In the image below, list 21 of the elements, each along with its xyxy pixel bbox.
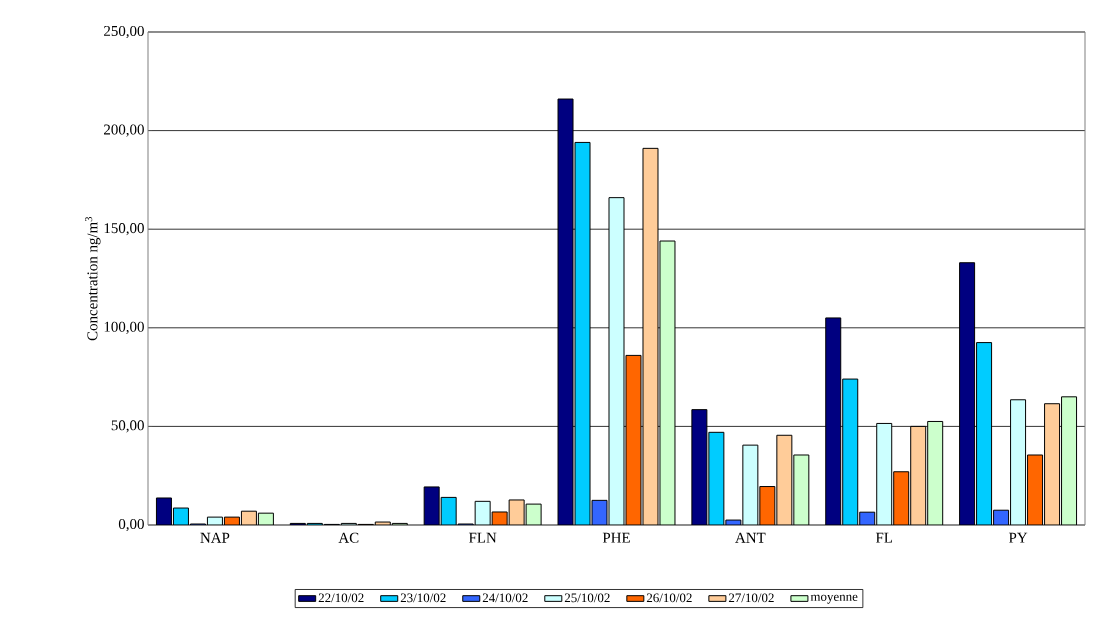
y-tick-label: 50,00 xyxy=(111,420,144,433)
y-tick-label: 150,00 xyxy=(104,223,144,236)
legend-label: 23/10/02 xyxy=(400,593,446,603)
legend-label: 26/10/02 xyxy=(646,593,692,603)
x-tick-label: FLN xyxy=(468,532,497,543)
x-tick-label: PY xyxy=(1008,532,1028,543)
x-tick-label: PHE xyxy=(602,532,630,543)
y-tick-label: 200,00 xyxy=(104,124,144,137)
y-tick-label: 0,00 xyxy=(118,518,144,532)
legend-label: 27/10/02 xyxy=(728,593,774,603)
x-tick-label: ANT xyxy=(735,532,766,543)
legend-label: 25/10/02 xyxy=(564,593,610,603)
legend-label: 24/10/02 xyxy=(482,593,528,603)
y-axis-title: Concentration ng/m$^{3}$ xyxy=(85,216,101,341)
legend-label: 22/10/02 xyxy=(318,593,364,603)
x-tick-label: FL xyxy=(875,532,893,543)
x-tick-label: NAP xyxy=(200,532,230,543)
legend-label: moyenne xyxy=(810,594,858,604)
x-tick-label: AC xyxy=(338,532,359,543)
y-tick-label: 100,00 xyxy=(104,321,144,334)
y-tick-label: 250,00 xyxy=(104,25,144,39)
